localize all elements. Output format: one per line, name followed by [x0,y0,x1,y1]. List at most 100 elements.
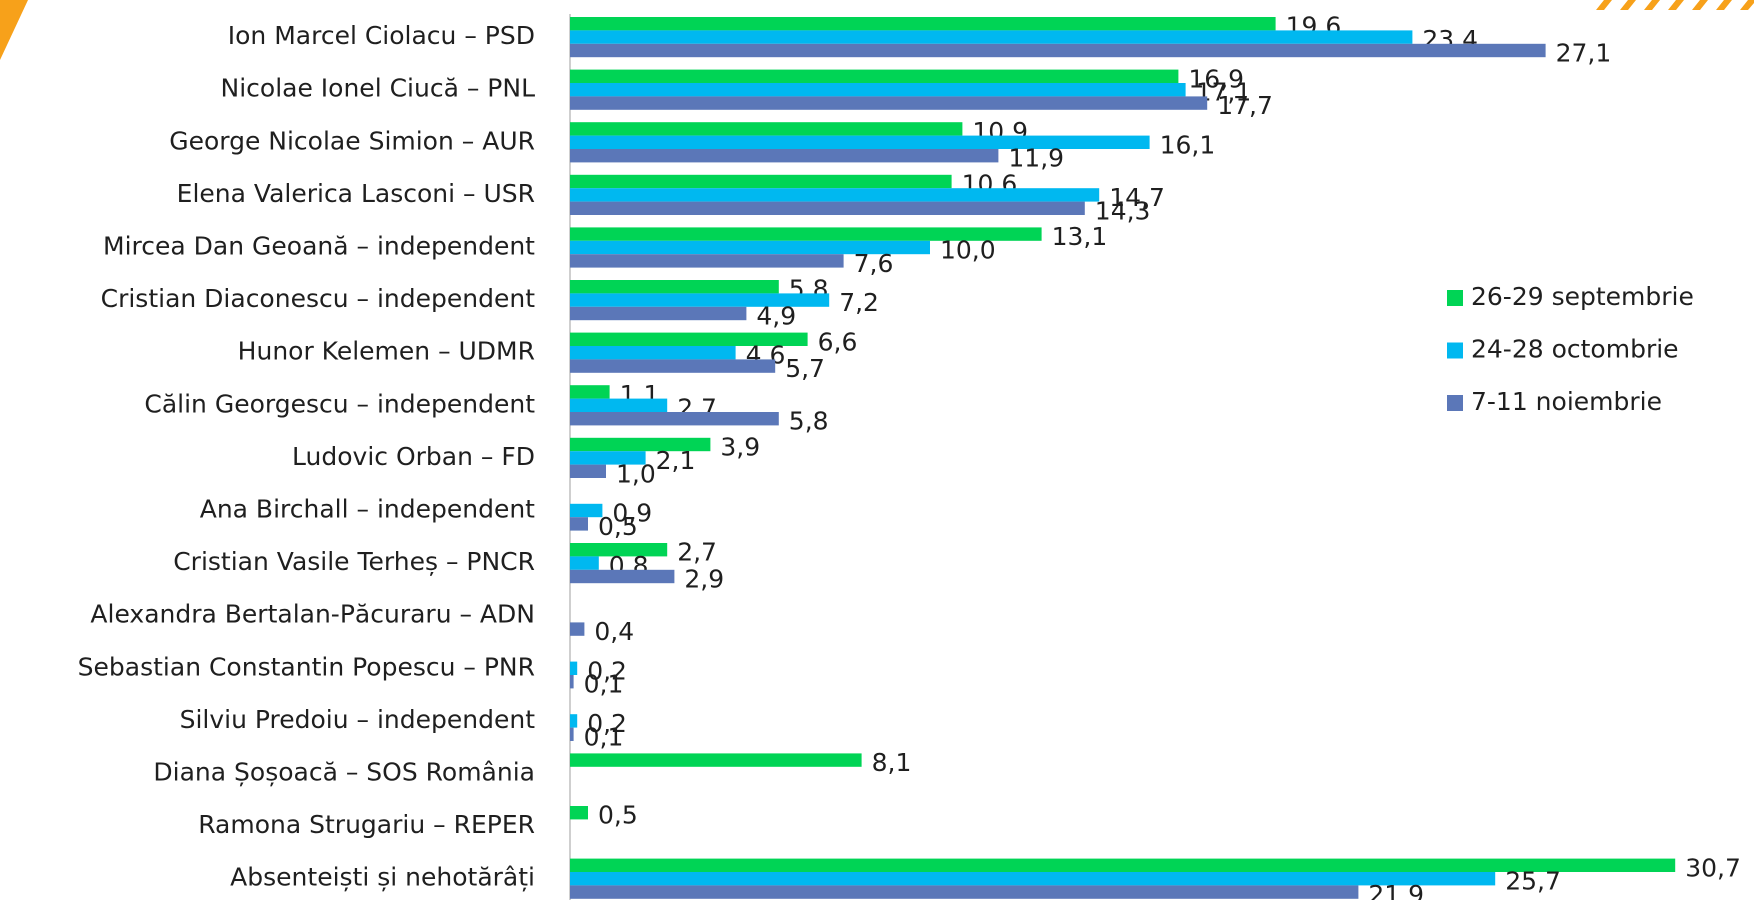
value-label: 8,1 [872,748,912,777]
bar [570,135,1150,149]
legend-swatch [1447,290,1463,306]
category-label: George Nicolae Simion – AUR [169,126,535,155]
bar [570,306,747,321]
value-label: 0,5 [598,512,638,541]
value-label: 0,9 [612,499,652,528]
bar [570,437,711,452]
bar [570,503,603,518]
legend-label: 7-11 noiembrie [1471,387,1662,416]
category-label: Mircea Dan Geoană – independent [103,232,535,261]
category-label: Nicolae Ionel Ciucă – PNL [221,74,536,103]
bar [570,83,1186,97]
value-label: 5,8 [789,407,829,436]
bar [570,661,578,675]
bar [570,569,675,584]
bar [570,174,952,189]
bar [570,464,606,478]
bar [570,622,585,636]
value-label: 0,2 [587,656,627,685]
value-label: 16,9 [1188,64,1244,93]
value-label: 10,0 [940,236,996,265]
bar [570,43,1546,58]
value-label: 1,0 [616,459,656,488]
bar [570,872,1496,886]
category-label: Ludovic Orban – FD [292,442,535,471]
value-label: 0,5 [598,801,638,830]
bar [570,122,963,136]
bar [570,17,1276,31]
bar [570,96,1208,110]
category-label: Elena Valerica Lasconi – USR [177,179,535,208]
category-label: Hunor Kelemen – UDMR [238,337,535,366]
value-label: 0,1 [584,670,624,699]
stripe-decoration [1596,0,1754,10]
bar [570,727,574,741]
value-label: 4,9 [756,302,796,331]
value-label: 2,9 [684,565,724,594]
bar [570,858,1676,872]
bar [570,227,1042,241]
value-label: 2,7 [677,538,717,567]
value-label: 7,6 [854,249,894,278]
bar [570,332,808,346]
value-label: 16,1 [1160,130,1216,159]
bar [570,517,588,531]
value-label: 14,7 [1109,183,1165,212]
category-label: Ion Marcel Ciolacu – PSD [228,21,535,50]
category-label: Ramona Strugariu – REPER [198,810,535,839]
bar [570,188,1100,202]
value-label: 11,9 [1008,144,1064,173]
bar [570,346,736,360]
bar [570,412,779,426]
category-label: Cristian Diaconescu – independent [101,284,536,313]
category-label: Absenteiști și nehotărâți [230,863,535,892]
bar [570,280,779,294]
bar [570,806,588,820]
legend-swatch [1447,395,1463,411]
legend-swatch [1447,342,1463,359]
category-label: Ana Birchall – independent [200,495,535,524]
value-label: 21,9 [1368,880,1424,900]
corner-decoration [0,0,28,60]
value-label: 6,6 [818,327,858,356]
value-label: 0,4 [594,617,634,646]
value-label: 0,1 [584,722,624,751]
bar [570,885,1359,899]
category-label: Alexandra Bertalan-Păcuraru – ADN [90,600,535,629]
bar [570,675,574,689]
bar [570,201,1085,215]
value-label: 25,7 [1505,867,1561,896]
category-label: Cristian Vasile Terheș – PNCR [173,547,535,576]
legend-label: 24-28 octombrie [1471,335,1679,364]
bar [570,714,578,728]
category-label: Diana Șoșoacă – SOS România [153,758,535,787]
bar [570,556,599,570]
bar [570,451,646,465]
bar [570,293,830,307]
value-label: 13,1 [1052,222,1108,251]
value-label: 3,9 [720,433,760,462]
bar [570,254,844,268]
value-label: 17,7 [1217,91,1273,120]
value-label: 7,2 [839,288,879,317]
bar [570,240,930,255]
value-label: 0,2 [587,709,627,738]
value-label: 14,3 [1095,196,1151,225]
bar [570,30,1413,44]
bar [570,149,999,163]
value-label: 27,1 [1556,39,1612,68]
bar [570,543,668,557]
legend-label: 26-29 septembrie [1471,282,1694,311]
value-label: 30,7 [1685,853,1741,882]
value-label: 2,1 [656,446,696,475]
bar [570,398,668,412]
category-label: Silviu Predoiu – independent [180,705,536,734]
bar [570,69,1179,83]
category-label: Călin Georgescu – independent [144,389,535,418]
bar [570,385,610,399]
bar [570,753,862,767]
value-label: 5,7 [785,354,825,383]
bar [570,359,776,373]
